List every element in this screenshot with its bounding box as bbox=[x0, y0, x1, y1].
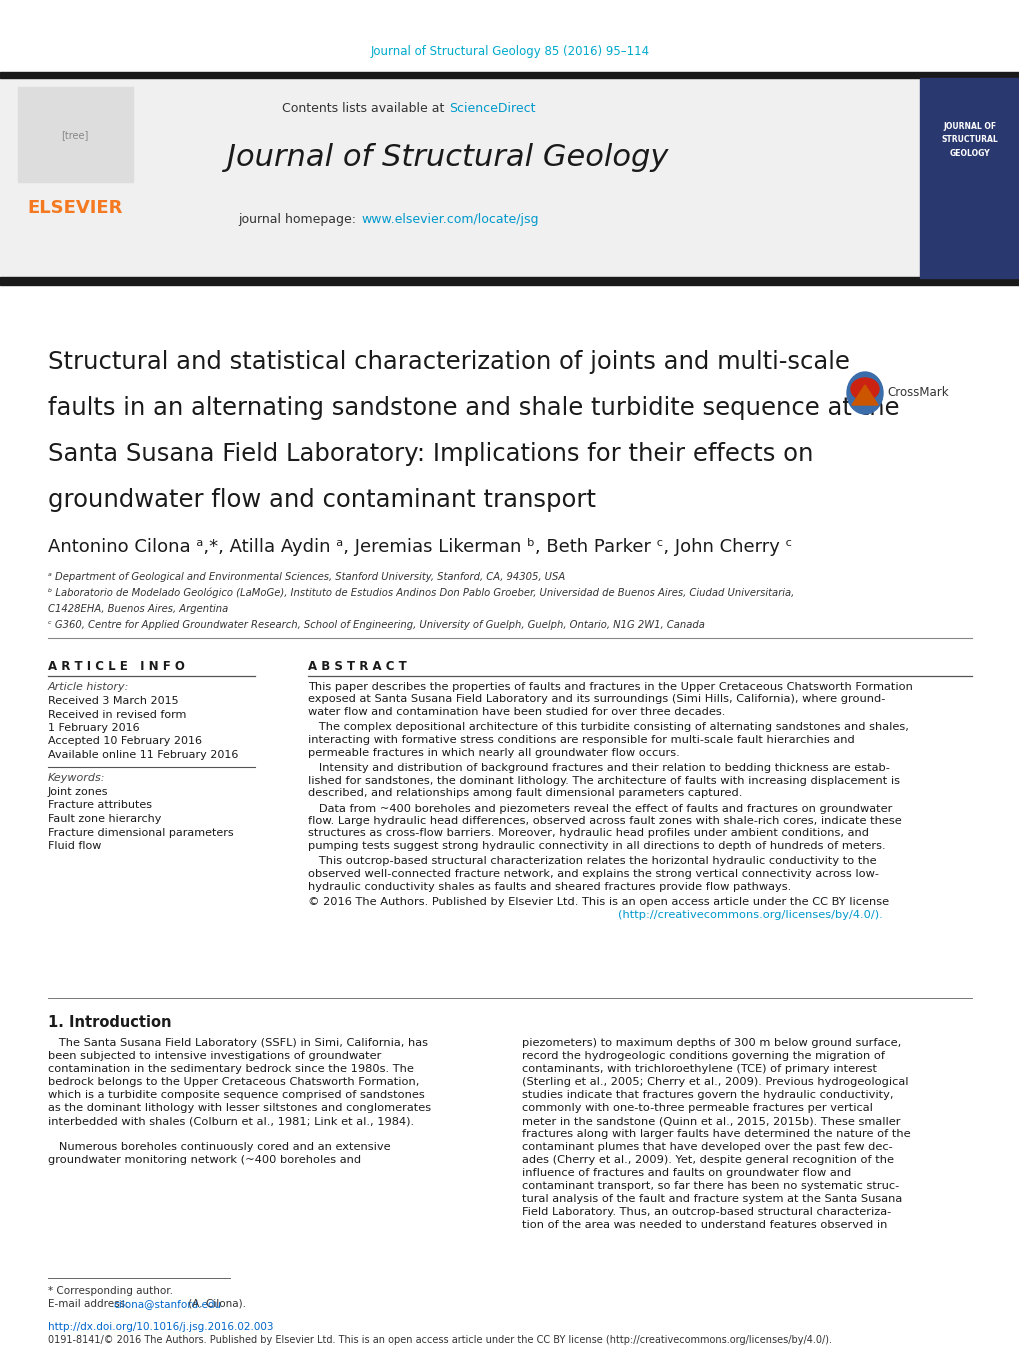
Text: A R T I C L E   I N F O: A R T I C L E I N F O bbox=[48, 660, 184, 673]
Text: © 2016 The Authors. Published by Elsevier Ltd. This is an open access article un: © 2016 The Authors. Published by Elsevie… bbox=[308, 897, 889, 906]
Text: contamination in the sedimentary bedrock since the 1980s. The: contamination in the sedimentary bedrock… bbox=[48, 1064, 414, 1074]
Text: ELSEVIER: ELSEVIER bbox=[28, 198, 122, 217]
Text: * Corresponding author.: * Corresponding author. bbox=[48, 1286, 173, 1296]
Text: Accepted 10 February 2016: Accepted 10 February 2016 bbox=[48, 737, 202, 746]
Text: Received 3 March 2015: Received 3 March 2015 bbox=[48, 696, 178, 705]
Bar bbox=[919, 77, 1019, 279]
Text: groundwater monitoring network (~400 boreholes and: groundwater monitoring network (~400 bor… bbox=[48, 1155, 361, 1165]
Text: http://dx.doi.org/10.1016/j.jsg.2016.02.003: http://dx.doi.org/10.1016/j.jsg.2016.02.… bbox=[48, 1322, 273, 1332]
Text: Keywords:: Keywords: bbox=[48, 773, 105, 783]
Text: bedrock belongs to the Upper Cretaceous Chatsworth Formation,: bedrock belongs to the Upper Cretaceous … bbox=[48, 1076, 419, 1087]
Text: interbedded with shales (Colburn et al., 1981; Link et al., 1984).: interbedded with shales (Colburn et al.,… bbox=[48, 1116, 414, 1127]
Text: 1 February 2016: 1 February 2016 bbox=[48, 723, 140, 733]
Text: CrossMark: CrossMark bbox=[887, 386, 948, 400]
Text: contaminant transport, so far there has been no systematic struc-: contaminant transport, so far there has … bbox=[522, 1181, 899, 1190]
Text: tural analysis of the fault and fracture system at the Santa Susana: tural analysis of the fault and fracture… bbox=[522, 1195, 902, 1204]
Text: lished for sandstones, the dominant lithology. The architecture of faults with i: lished for sandstones, the dominant lith… bbox=[308, 776, 899, 786]
Text: influence of fractures and faults on groundwater flow and: influence of fractures and faults on gro… bbox=[522, 1167, 851, 1178]
Text: as the dominant lithology with lesser siltstones and conglomerates: as the dominant lithology with lesser si… bbox=[48, 1104, 431, 1113]
Text: fractures along with larger faults have determined the nature of the: fractures along with larger faults have … bbox=[522, 1129, 910, 1139]
Text: ᵇ Laboratorio de Modelado Geológico (LaMoGe), Instituto de Estudios Andinos Don : ᵇ Laboratorio de Modelado Geológico (LaM… bbox=[48, 588, 794, 598]
Text: cilona@stanford.edu: cilona@stanford.edu bbox=[113, 1299, 221, 1309]
Text: C1428EHA, Buenos Aires, Argentina: C1428EHA, Buenos Aires, Argentina bbox=[48, 603, 228, 614]
Text: pumping tests suggest strong hydraulic connectivity in all directions to depth o: pumping tests suggest strong hydraulic c… bbox=[308, 841, 884, 851]
Text: Data from ~400 boreholes and piezometers reveal the effect of faults and fractur: Data from ~400 boreholes and piezometers… bbox=[308, 803, 892, 814]
Text: flow. Large hydraulic head differences, observed across fault zones with shale-r: flow. Large hydraulic head differences, … bbox=[308, 815, 901, 826]
Text: The Santa Susana Field Laboratory (SSFL) in Simi, California, has: The Santa Susana Field Laboratory (SSFL)… bbox=[48, 1038, 428, 1048]
Text: permeable fractures in which nearly all groundwater flow occurs.: permeable fractures in which nearly all … bbox=[308, 747, 679, 757]
Text: Field Laboratory. Thus, an outcrop-based structural characteriza-: Field Laboratory. Thus, an outcrop-based… bbox=[522, 1207, 891, 1218]
Text: interacting with formative stress conditions are responsible for multi-scale fau: interacting with formative stress condit… bbox=[308, 735, 854, 745]
Text: This paper describes the properties of faults and fractures in the Upper Cretace: This paper describes the properties of f… bbox=[308, 682, 912, 692]
Text: Numerous boreholes continuously cored and an extensive: Numerous boreholes continuously cored an… bbox=[48, 1142, 390, 1152]
Text: which is a turbidite composite sequence comprised of sandstones: which is a turbidite composite sequence … bbox=[48, 1090, 424, 1099]
Text: studies indicate that fractures govern the hydraulic conductivity,: studies indicate that fractures govern t… bbox=[522, 1090, 893, 1099]
Text: 0191-8141/© 2016 The Authors. Published by Elsevier Ltd. This is an open access : 0191-8141/© 2016 The Authors. Published … bbox=[48, 1335, 832, 1345]
Text: ᶜ G360, Centre for Applied Groundwater Research, School of Engineering, Universi: ᶜ G360, Centre for Applied Groundwater R… bbox=[48, 620, 704, 631]
Text: contaminant plumes that have developed over the past few dec-: contaminant plumes that have developed o… bbox=[522, 1142, 892, 1152]
Ellipse shape bbox=[846, 372, 882, 414]
Text: 1. Introduction: 1. Introduction bbox=[48, 1015, 171, 1030]
Text: tion of the area was needed to understand features observed in: tion of the area was needed to understan… bbox=[522, 1220, 887, 1230]
Text: Available online 11 February 2016: Available online 11 February 2016 bbox=[48, 750, 238, 760]
Text: journal homepage:: journal homepage: bbox=[237, 213, 360, 227]
Text: Santa Susana Field Laboratory: Implications for their effects on: Santa Susana Field Laboratory: Implicati… bbox=[48, 442, 812, 466]
Text: E-mail address:: E-mail address: bbox=[48, 1299, 131, 1309]
Text: Intensity and distribution of background fractures and their relation to bedding: Intensity and distribution of background… bbox=[308, 762, 889, 773]
Text: commonly with one-to-three permeable fractures per vertical: commonly with one-to-three permeable fra… bbox=[522, 1104, 872, 1113]
Bar bbox=[0, 277, 1019, 285]
Text: hydraulic conductivity shales as faults and sheared fractures provide flow pathw: hydraulic conductivity shales as faults … bbox=[308, 882, 791, 892]
Text: Antonino Cilona ᵃ,*, Atilla Aydin ᵃ, Jeremias Likerman ᵇ, Beth Parker ᶜ, John Ch: Antonino Cilona ᵃ,*, Atilla Aydin ᵃ, Jer… bbox=[48, 538, 792, 556]
Text: Received in revised form: Received in revised form bbox=[48, 709, 186, 719]
Text: www.elsevier.com/locate/jsg: www.elsevier.com/locate/jsg bbox=[361, 213, 538, 227]
Text: [tree]: [tree] bbox=[61, 130, 89, 140]
Text: Fracture attributes: Fracture attributes bbox=[48, 800, 152, 810]
Text: record the hydrogeologic conditions governing the migration of: record the hydrogeologic conditions gove… bbox=[522, 1051, 884, 1061]
Text: (A. Cilona).: (A. Cilona). bbox=[184, 1299, 246, 1309]
Text: described, and relationships among fault dimensional parameters captured.: described, and relationships among fault… bbox=[308, 788, 742, 798]
Text: Joint zones: Joint zones bbox=[48, 787, 108, 796]
Text: Fault zone hierarchy: Fault zone hierarchy bbox=[48, 814, 161, 824]
Text: structures as cross-flow barriers. Moreover, hydraulic head profiles under ambie: structures as cross-flow barriers. Moreo… bbox=[308, 829, 868, 839]
Text: This outcrop-based structural characterization relates the horizontal hydraulic : This outcrop-based structural characteri… bbox=[308, 856, 875, 867]
Text: water flow and contamination have been studied for over three decades.: water flow and contamination have been s… bbox=[308, 707, 725, 718]
Text: contaminants, with trichloroethylene (TCE) of primary interest: contaminants, with trichloroethylene (TC… bbox=[522, 1064, 876, 1074]
Bar bbox=[0, 77, 919, 279]
Text: ScienceDirect: ScienceDirect bbox=[448, 102, 535, 114]
Bar bbox=[0, 72, 1019, 77]
Text: piezometers) to maximum depths of 300 m below ground surface,: piezometers) to maximum depths of 300 m … bbox=[522, 1038, 901, 1048]
Ellipse shape bbox=[850, 378, 878, 400]
Polygon shape bbox=[851, 385, 877, 405]
Text: Contents lists available at: Contents lists available at bbox=[281, 102, 447, 114]
Text: Article history:: Article history: bbox=[48, 682, 129, 692]
Text: ades (Cherry et al., 2009). Yet, despite general recognition of the: ades (Cherry et al., 2009). Yet, despite… bbox=[522, 1155, 893, 1165]
Text: Journal of Structural Geology 85 (2016) 95–114: Journal of Structural Geology 85 (2016) … bbox=[370, 45, 649, 58]
Text: been subjected to intensive investigations of groundwater: been subjected to intensive investigatio… bbox=[48, 1051, 381, 1061]
Text: JOURNAL OF
STRUCTURAL
GEOLOGY: JOURNAL OF STRUCTURAL GEOLOGY bbox=[941, 122, 998, 158]
Text: (http://creativecommons.org/licenses/by/4.0/).: (http://creativecommons.org/licenses/by/… bbox=[618, 909, 881, 920]
Text: (Sterling et al., 2005; Cherry et al., 2009). Previous hydrogeological: (Sterling et al., 2005; Cherry et al., 2… bbox=[522, 1076, 908, 1087]
Text: Fluid flow: Fluid flow bbox=[48, 841, 101, 851]
Text: Structural and statistical characterization of joints and multi-scale: Structural and statistical characterizat… bbox=[48, 351, 849, 374]
Text: exposed at Santa Susana Field Laboratory and its surroundings (Simi Hills, Calif: exposed at Santa Susana Field Laboratory… bbox=[308, 694, 884, 704]
Text: observed well-connected fracture network, and explains the strong vertical conne: observed well-connected fracture network… bbox=[308, 868, 878, 879]
Text: Journal of Structural Geology: Journal of Structural Geology bbox=[227, 144, 668, 173]
Text: Fracture dimensional parameters: Fracture dimensional parameters bbox=[48, 828, 233, 837]
Text: meter in the sandstone (Quinn et al., 2015, 2015b). These smaller: meter in the sandstone (Quinn et al., 20… bbox=[522, 1116, 900, 1127]
Bar bbox=[18, 87, 132, 182]
Text: The complex depositional architecture of this turbidite consisting of alternatin: The complex depositional architecture of… bbox=[308, 723, 908, 733]
Text: groundwater flow and contaminant transport: groundwater flow and contaminant transpo… bbox=[48, 488, 595, 512]
Text: ᵃ Department of Geological and Environmental Sciences, Stanford University, Stan: ᵃ Department of Geological and Environme… bbox=[48, 572, 565, 582]
Text: A B S T R A C T: A B S T R A C T bbox=[308, 660, 407, 673]
Text: faults in an alternating sandstone and shale turbidite sequence at the: faults in an alternating sandstone and s… bbox=[48, 395, 899, 420]
